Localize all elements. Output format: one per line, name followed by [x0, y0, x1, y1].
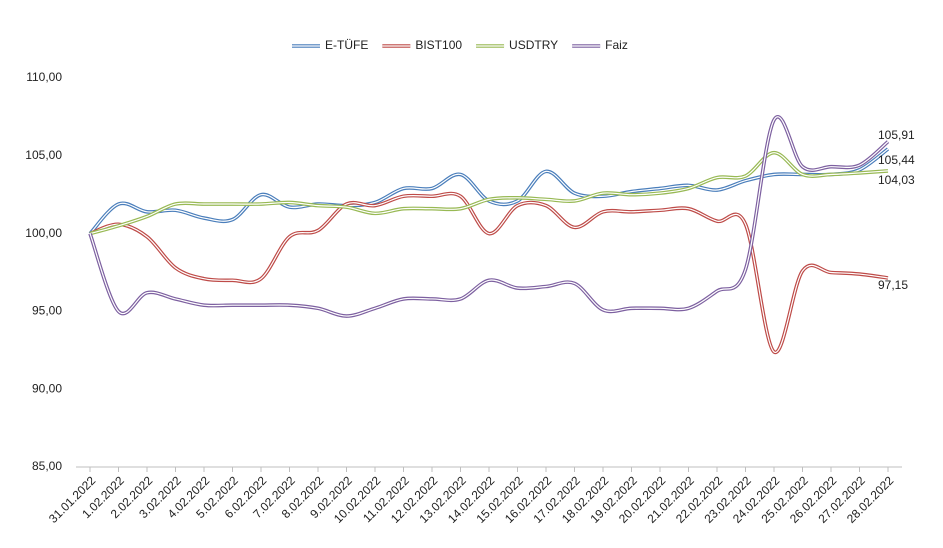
series-line-highlight	[89, 116, 889, 317]
series-line-highlight	[89, 192, 889, 353]
data-label: 104,03	[878, 173, 915, 187]
y-tick-label: 90,00	[32, 381, 62, 395]
legend-item: E-TÜFE	[292, 38, 368, 52]
data-label: 97,15	[878, 278, 908, 292]
y-tick-label: 95,00	[32, 304, 62, 318]
legend-label: BIST100	[415, 38, 462, 52]
legend-label: USDTRY	[509, 38, 558, 52]
y-tick-label: 100,00	[25, 226, 62, 240]
series-line-highlight	[89, 152, 889, 235]
y-tick-label: 105,00	[25, 148, 62, 162]
series-line	[88, 147, 890, 235]
series-line	[89, 191, 889, 354]
y-tick-label: 110,00	[26, 70, 62, 84]
data-label: 105,44	[878, 153, 915, 167]
y-tick-label: 85,00	[32, 459, 62, 473]
data-label: 105,91	[878, 128, 915, 142]
legend-item: Faiz	[572, 38, 628, 52]
series-line	[88, 115, 890, 318]
series-line	[89, 150, 889, 236]
legend-label: E-TÜFE	[325, 38, 368, 52]
legend-label: Faiz	[605, 38, 628, 52]
legend-item: BIST100	[382, 38, 462, 52]
legend-item: USDTRY	[476, 38, 558, 52]
